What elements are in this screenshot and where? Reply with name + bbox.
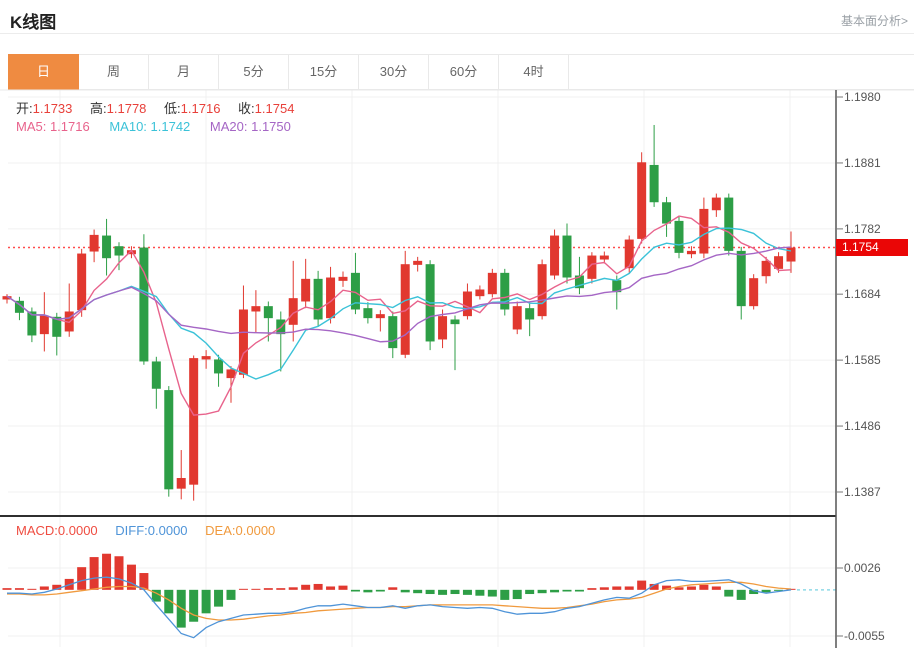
macd-tick-1: 0.0026 <box>844 561 881 575</box>
ma-legend: MA5: 1.1716 MA10: 1.1742 MA20: 1.1750 <box>16 119 307 134</box>
price-tick-7: 1.1387 <box>844 485 881 499</box>
diff-value: DIFF:0.0000 <box>115 523 188 538</box>
tab-month[interactable]: 月 <box>149 54 219 90</box>
dea-value: DEA:0.0000 <box>205 523 276 538</box>
page-title: K线图 <box>10 13 57 32</box>
tab-30min[interactable]: 30分 <box>359 54 429 90</box>
open-value: 1.1733 <box>32 101 73 116</box>
price-tick-5: 1.1585 <box>844 353 881 367</box>
price-tick-1: 1.1980 <box>844 90 881 104</box>
low-value: 1.1716 <box>180 101 221 116</box>
tab-60min[interactable]: 60分 <box>429 54 499 90</box>
close-label: 收: <box>238 101 255 116</box>
fundamental-analysis-link[interactable]: 基本面分析> <box>840 14 908 28</box>
macd-value: MACD:0.0000 <box>16 523 98 538</box>
open-label: 开: <box>16 101 33 116</box>
macd-tick-2: -0.0055 <box>844 629 885 643</box>
low-label: 低: <box>164 101 181 116</box>
high-label: 高: <box>90 101 107 116</box>
ma5-legend: MA5: 1.1716 <box>16 119 90 134</box>
title-divider <box>0 33 914 34</box>
tab-day[interactable]: 日 <box>8 54 79 90</box>
price-tick-2: 1.1881 <box>844 156 881 170</box>
high-value: 1.1778 <box>106 101 147 116</box>
ma10-legend: MA10: 1.1742 <box>109 119 191 134</box>
close-value: 1.1754 <box>254 101 295 116</box>
macd-legend: MACD:0.0000 DIFF:0.0000 DEA:0.0000 <box>16 523 289 538</box>
period-tabbar: 日 周 月 5分 15分 30分 60分 4时 <box>8 54 914 90</box>
tab-5min[interactable]: 5分 <box>219 54 289 90</box>
price-tick-6: 1.1486 <box>844 419 881 433</box>
price-tick-4: 1.1684 <box>844 287 881 301</box>
ma20-legend: MA20: 1.1750 <box>209 119 291 134</box>
price-tick-3: 1.1782 <box>844 222 881 236</box>
ohlc-legend: 开:1.1733 高:1.1778 低:1.1716 收:1.1754 <box>16 98 308 117</box>
current-price-tag: 1.1754 <box>836 239 908 256</box>
